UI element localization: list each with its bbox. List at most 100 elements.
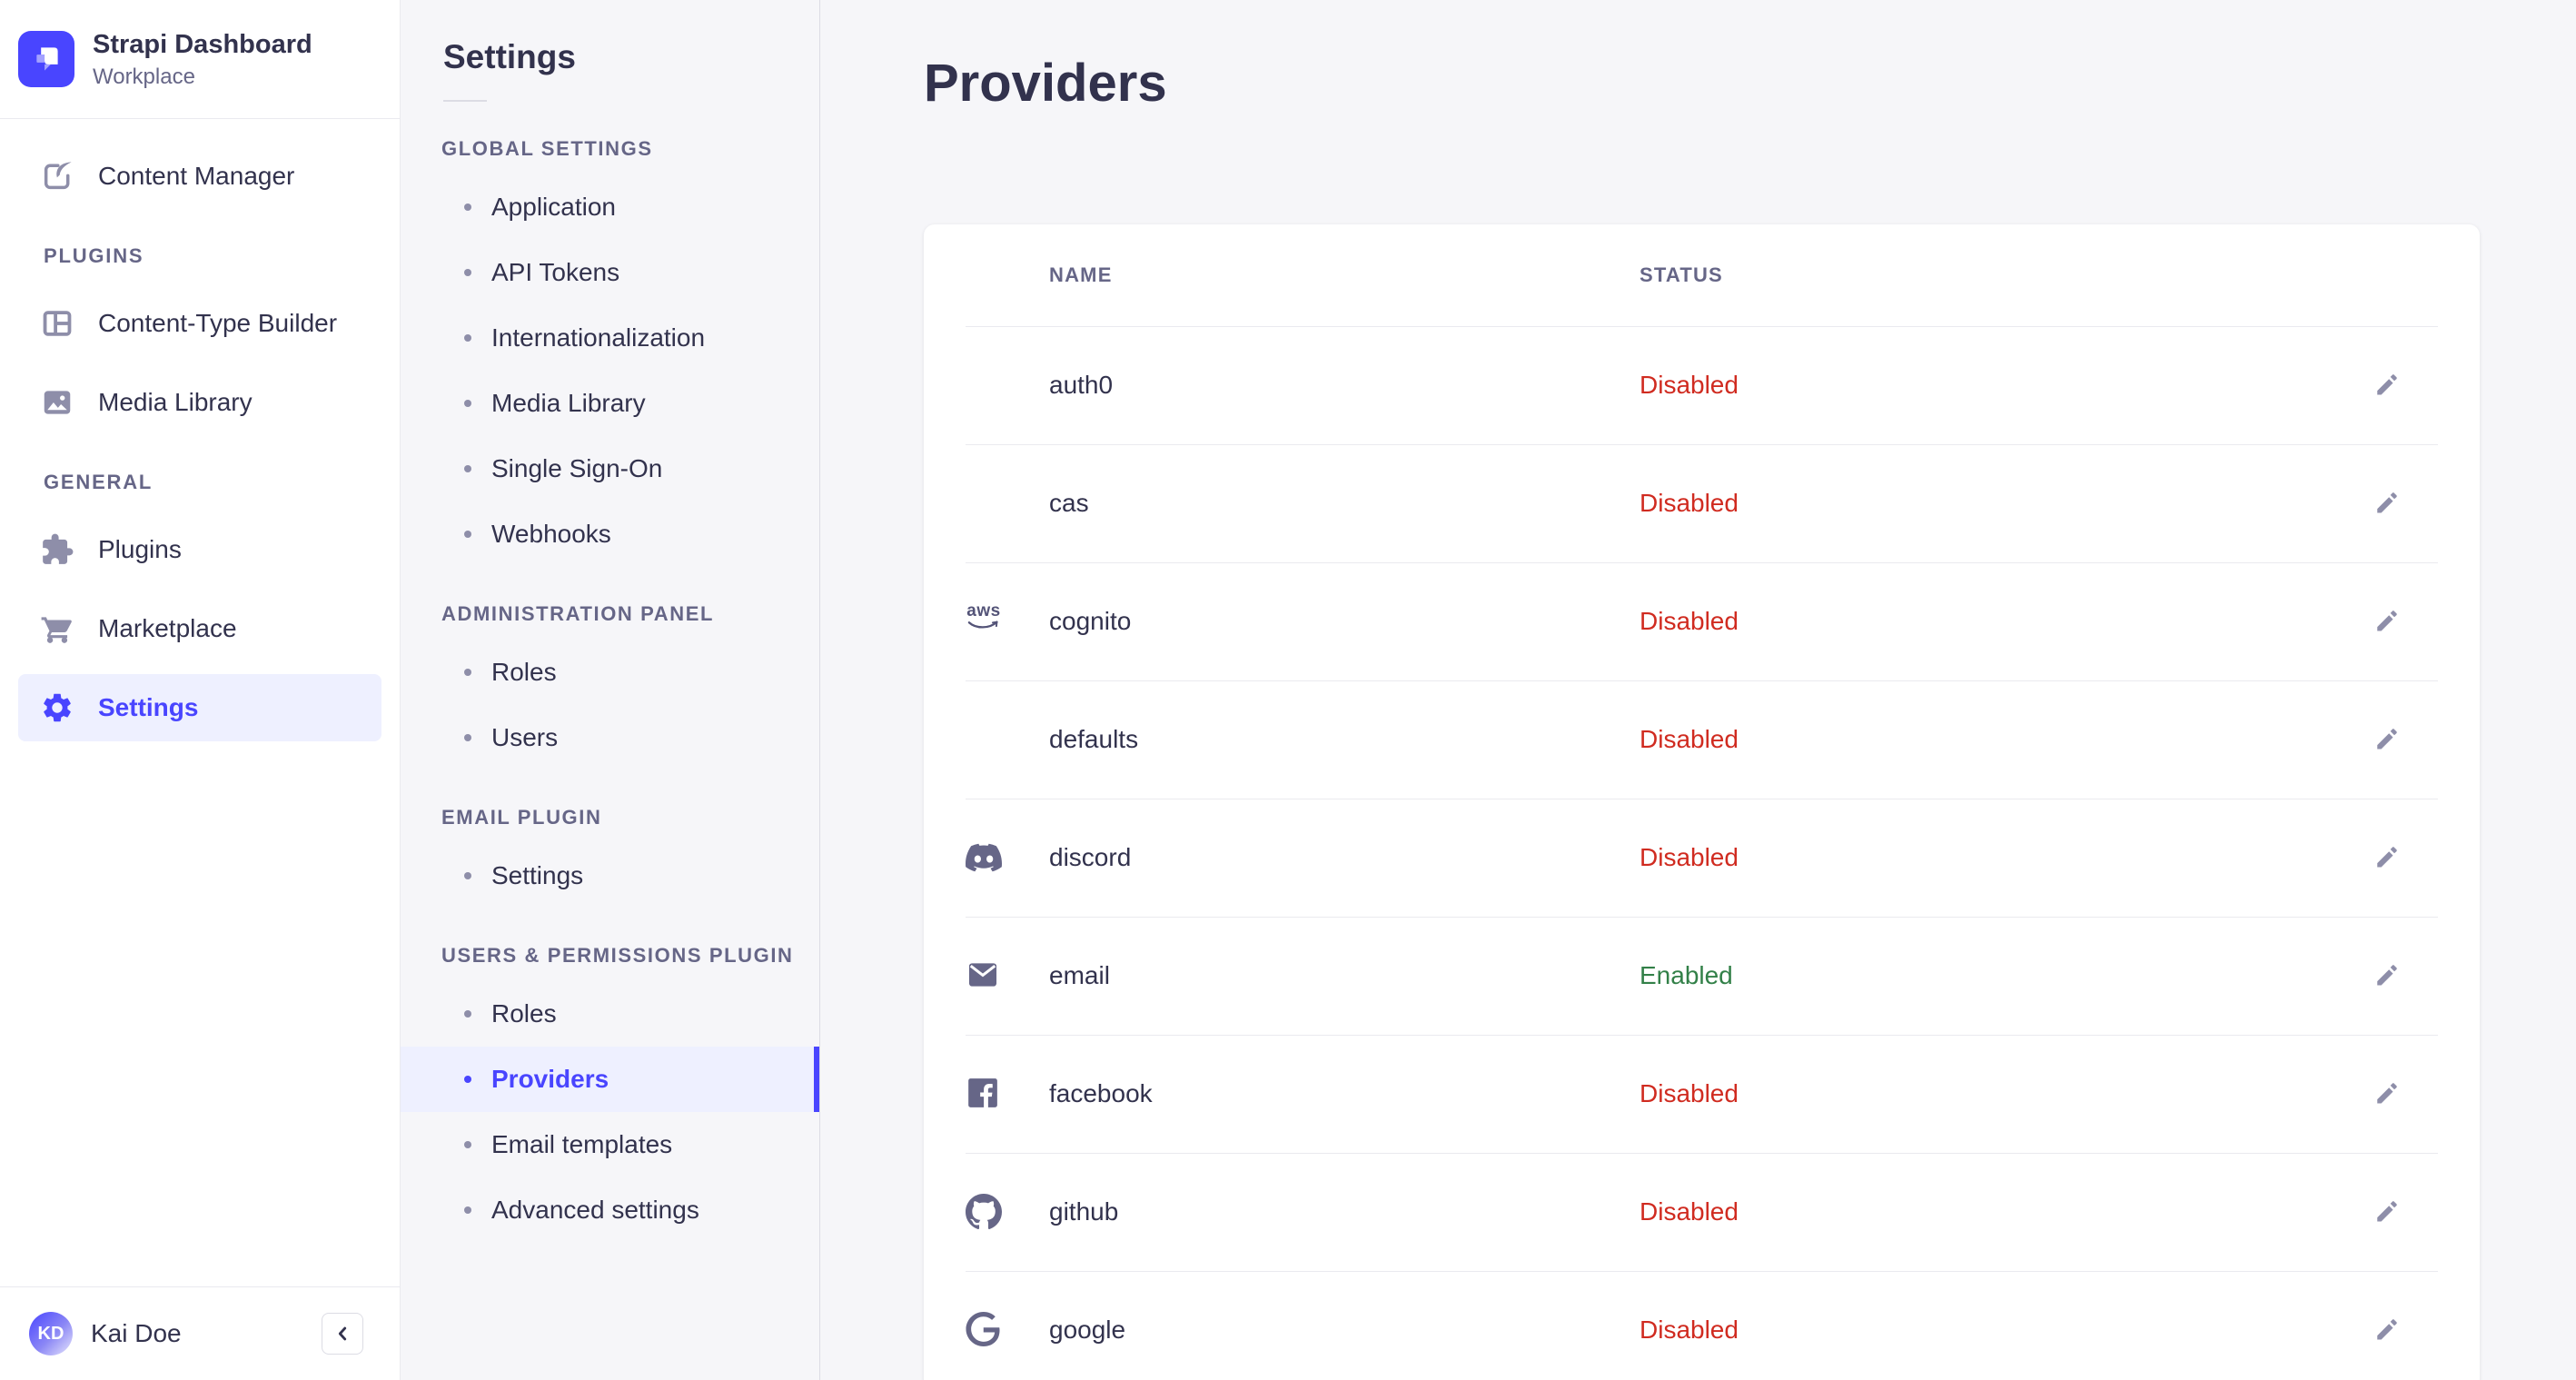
avatar[interactable]: KD bbox=[29, 1312, 73, 1355]
sidebar-item-plugins[interactable]: Plugins bbox=[18, 516, 381, 583]
bullet-icon bbox=[464, 669, 471, 676]
pencil-icon bbox=[2377, 1083, 2397, 1104]
bullet-icon bbox=[464, 872, 471, 879]
write-icon bbox=[40, 159, 74, 194]
subnav-item-admin-users[interactable]: Users bbox=[401, 705, 819, 770]
no-icon bbox=[966, 721, 1002, 758]
github-icon bbox=[966, 1194, 1002, 1230]
column-header-name: NAME bbox=[1049, 263, 1113, 286]
pencil-icon bbox=[2377, 965, 2397, 986]
table-row[interactable]: github Disabled bbox=[924, 1153, 2480, 1271]
subnav-item-internationalization[interactable]: Internationalization bbox=[401, 305, 819, 371]
pencil-icon bbox=[2377, 611, 2397, 631]
sidebar-item-content-manager[interactable]: Content Manager bbox=[18, 143, 381, 210]
user-footer: KD Kai Doe bbox=[0, 1286, 400, 1380]
collapse-sidebar-button[interactable] bbox=[322, 1313, 363, 1355]
subnav-item-media-library[interactable]: Media Library bbox=[401, 371, 819, 436]
bullet-icon bbox=[464, 400, 471, 407]
subnav-item-email-templates[interactable]: Email templates bbox=[401, 1112, 819, 1177]
subnav-item-up-roles[interactable]: Roles bbox=[401, 981, 819, 1047]
subnav-item-single-sign-on[interactable]: Single Sign-On bbox=[401, 436, 819, 501]
user-name: Kai Doe bbox=[91, 1319, 182, 1347]
providers-table: NAME STATUS auth0 Disabled cas Disabled … bbox=[924, 224, 2480, 1380]
subnav-item-email-settings[interactable]: Settings bbox=[401, 843, 819, 908]
nav-section-general: GENERAL bbox=[44, 471, 154, 493]
edit-provider-button[interactable] bbox=[2370, 367, 2406, 403]
settings-subnav: Settings GLOBAL SETTINGS Application API… bbox=[401, 0, 820, 1380]
bullet-icon bbox=[464, 269, 471, 276]
cart-icon bbox=[40, 611, 74, 646]
sidebar-item-marketplace[interactable]: Marketplace bbox=[18, 595, 381, 662]
subnav-item-providers[interactable]: Providers bbox=[401, 1047, 819, 1112]
pencil-icon bbox=[2377, 729, 2397, 750]
strapi-logo-icon bbox=[18, 31, 74, 87]
table-row[interactable]: auth0 Disabled bbox=[924, 326, 2480, 444]
pencil-icon bbox=[2377, 492, 2397, 513]
pencil-icon bbox=[2377, 374, 2397, 395]
edit-provider-button[interactable] bbox=[2370, 1312, 2406, 1348]
bullet-icon bbox=[464, 465, 471, 472]
table-row[interactable]: facebook Disabled bbox=[924, 1035, 2480, 1153]
table-row[interactable]: discord Disabled bbox=[924, 799, 2480, 917]
workspace-title: Strapi Dashboard bbox=[93, 29, 312, 59]
subnav-item-api-tokens[interactable]: API Tokens bbox=[401, 240, 819, 305]
subnav-divider bbox=[443, 100, 487, 102]
bullet-icon bbox=[464, 1076, 471, 1083]
edit-provider-button[interactable] bbox=[2370, 603, 2406, 640]
aws-icon: aws bbox=[966, 602, 1002, 640]
bullet-icon bbox=[464, 204, 471, 211]
nav-section-plugins: PLUGINS bbox=[44, 244, 144, 267]
subnav-item-webhooks[interactable]: Webhooks bbox=[401, 501, 819, 567]
bullet-icon bbox=[464, 1206, 471, 1214]
no-icon bbox=[966, 367, 1002, 403]
sidebar-item-label: Media Library bbox=[98, 388, 253, 416]
edit-provider-button[interactable] bbox=[2370, 1076, 2406, 1112]
table-row[interactable]: email Enabled bbox=[924, 917, 2480, 1035]
table-header: NAME STATUS bbox=[924, 224, 2480, 326]
table-row[interactable]: google Disabled bbox=[924, 1271, 2480, 1380]
subnav-title: Settings bbox=[443, 38, 576, 75]
subnav-section-administration-panel: ADMINISTRATION PANEL bbox=[441, 602, 715, 625]
pencil-icon bbox=[2377, 1201, 2397, 1222]
sidebar-item-settings[interactable]: Settings bbox=[18, 674, 381, 741]
edit-provider-button[interactable] bbox=[2370, 839, 2406, 876]
sidebar-item-media-library[interactable]: Media Library bbox=[18, 369, 381, 436]
bullet-icon bbox=[464, 334, 471, 342]
workspace-header[interactable]: Strapi Dashboard Workplace bbox=[0, 0, 400, 119]
page-title: Providers bbox=[924, 54, 1167, 113]
bullet-icon bbox=[464, 734, 471, 741]
table-row[interactable]: defaults Disabled bbox=[924, 680, 2480, 799]
envelope-icon bbox=[966, 958, 1002, 994]
subnav-section-users-permissions-plugin: USERS & PERMISSIONS PLUGIN bbox=[441, 944, 794, 967]
chevron-left-icon bbox=[331, 1322, 354, 1345]
subnav-item-admin-roles[interactable]: Roles bbox=[401, 640, 819, 705]
sidebar-item-label: Plugins bbox=[98, 535, 182, 563]
edit-provider-button[interactable] bbox=[2370, 485, 2406, 521]
layout-grid-icon bbox=[40, 306, 74, 341]
workspace-subtitle: Workplace bbox=[93, 65, 195, 90]
gear-icon bbox=[40, 690, 74, 725]
edit-provider-button[interactable] bbox=[2370, 958, 2406, 994]
pencil-icon bbox=[2377, 1319, 2397, 1340]
sidebar-item-content-type-builder[interactable]: Content-Type Builder bbox=[18, 290, 381, 357]
bullet-icon bbox=[464, 1141, 471, 1148]
discord-icon bbox=[966, 839, 1002, 876]
main-content: Providers NAME STATUS auth0 Disabled cas… bbox=[820, 0, 2576, 1380]
sidebar-item-label: Marketplace bbox=[98, 614, 237, 642]
bullet-icon bbox=[464, 531, 471, 538]
subnav-section-global-settings: GLOBAL SETTINGS bbox=[441, 137, 653, 160]
subnav-item-application[interactable]: Application bbox=[401, 174, 819, 240]
column-header-status: STATUS bbox=[1640, 263, 1723, 286]
bullet-icon bbox=[464, 1010, 471, 1018]
table-row[interactable]: aws cognito Disabled bbox=[924, 562, 2480, 680]
table-row[interactable]: cas Disabled bbox=[924, 444, 2480, 562]
edit-provider-button[interactable] bbox=[2370, 1194, 2406, 1230]
subnav-section-email-plugin: EMAIL PLUGIN bbox=[441, 806, 602, 829]
subnav-item-advanced-settings[interactable]: Advanced settings bbox=[401, 1177, 819, 1243]
facebook-icon bbox=[966, 1076, 1002, 1112]
pencil-icon bbox=[2377, 847, 2397, 868]
sidebar-item-label: Content Manager bbox=[98, 162, 295, 190]
no-icon bbox=[966, 485, 1002, 521]
google-icon bbox=[966, 1312, 1002, 1348]
edit-provider-button[interactable] bbox=[2370, 721, 2406, 758]
